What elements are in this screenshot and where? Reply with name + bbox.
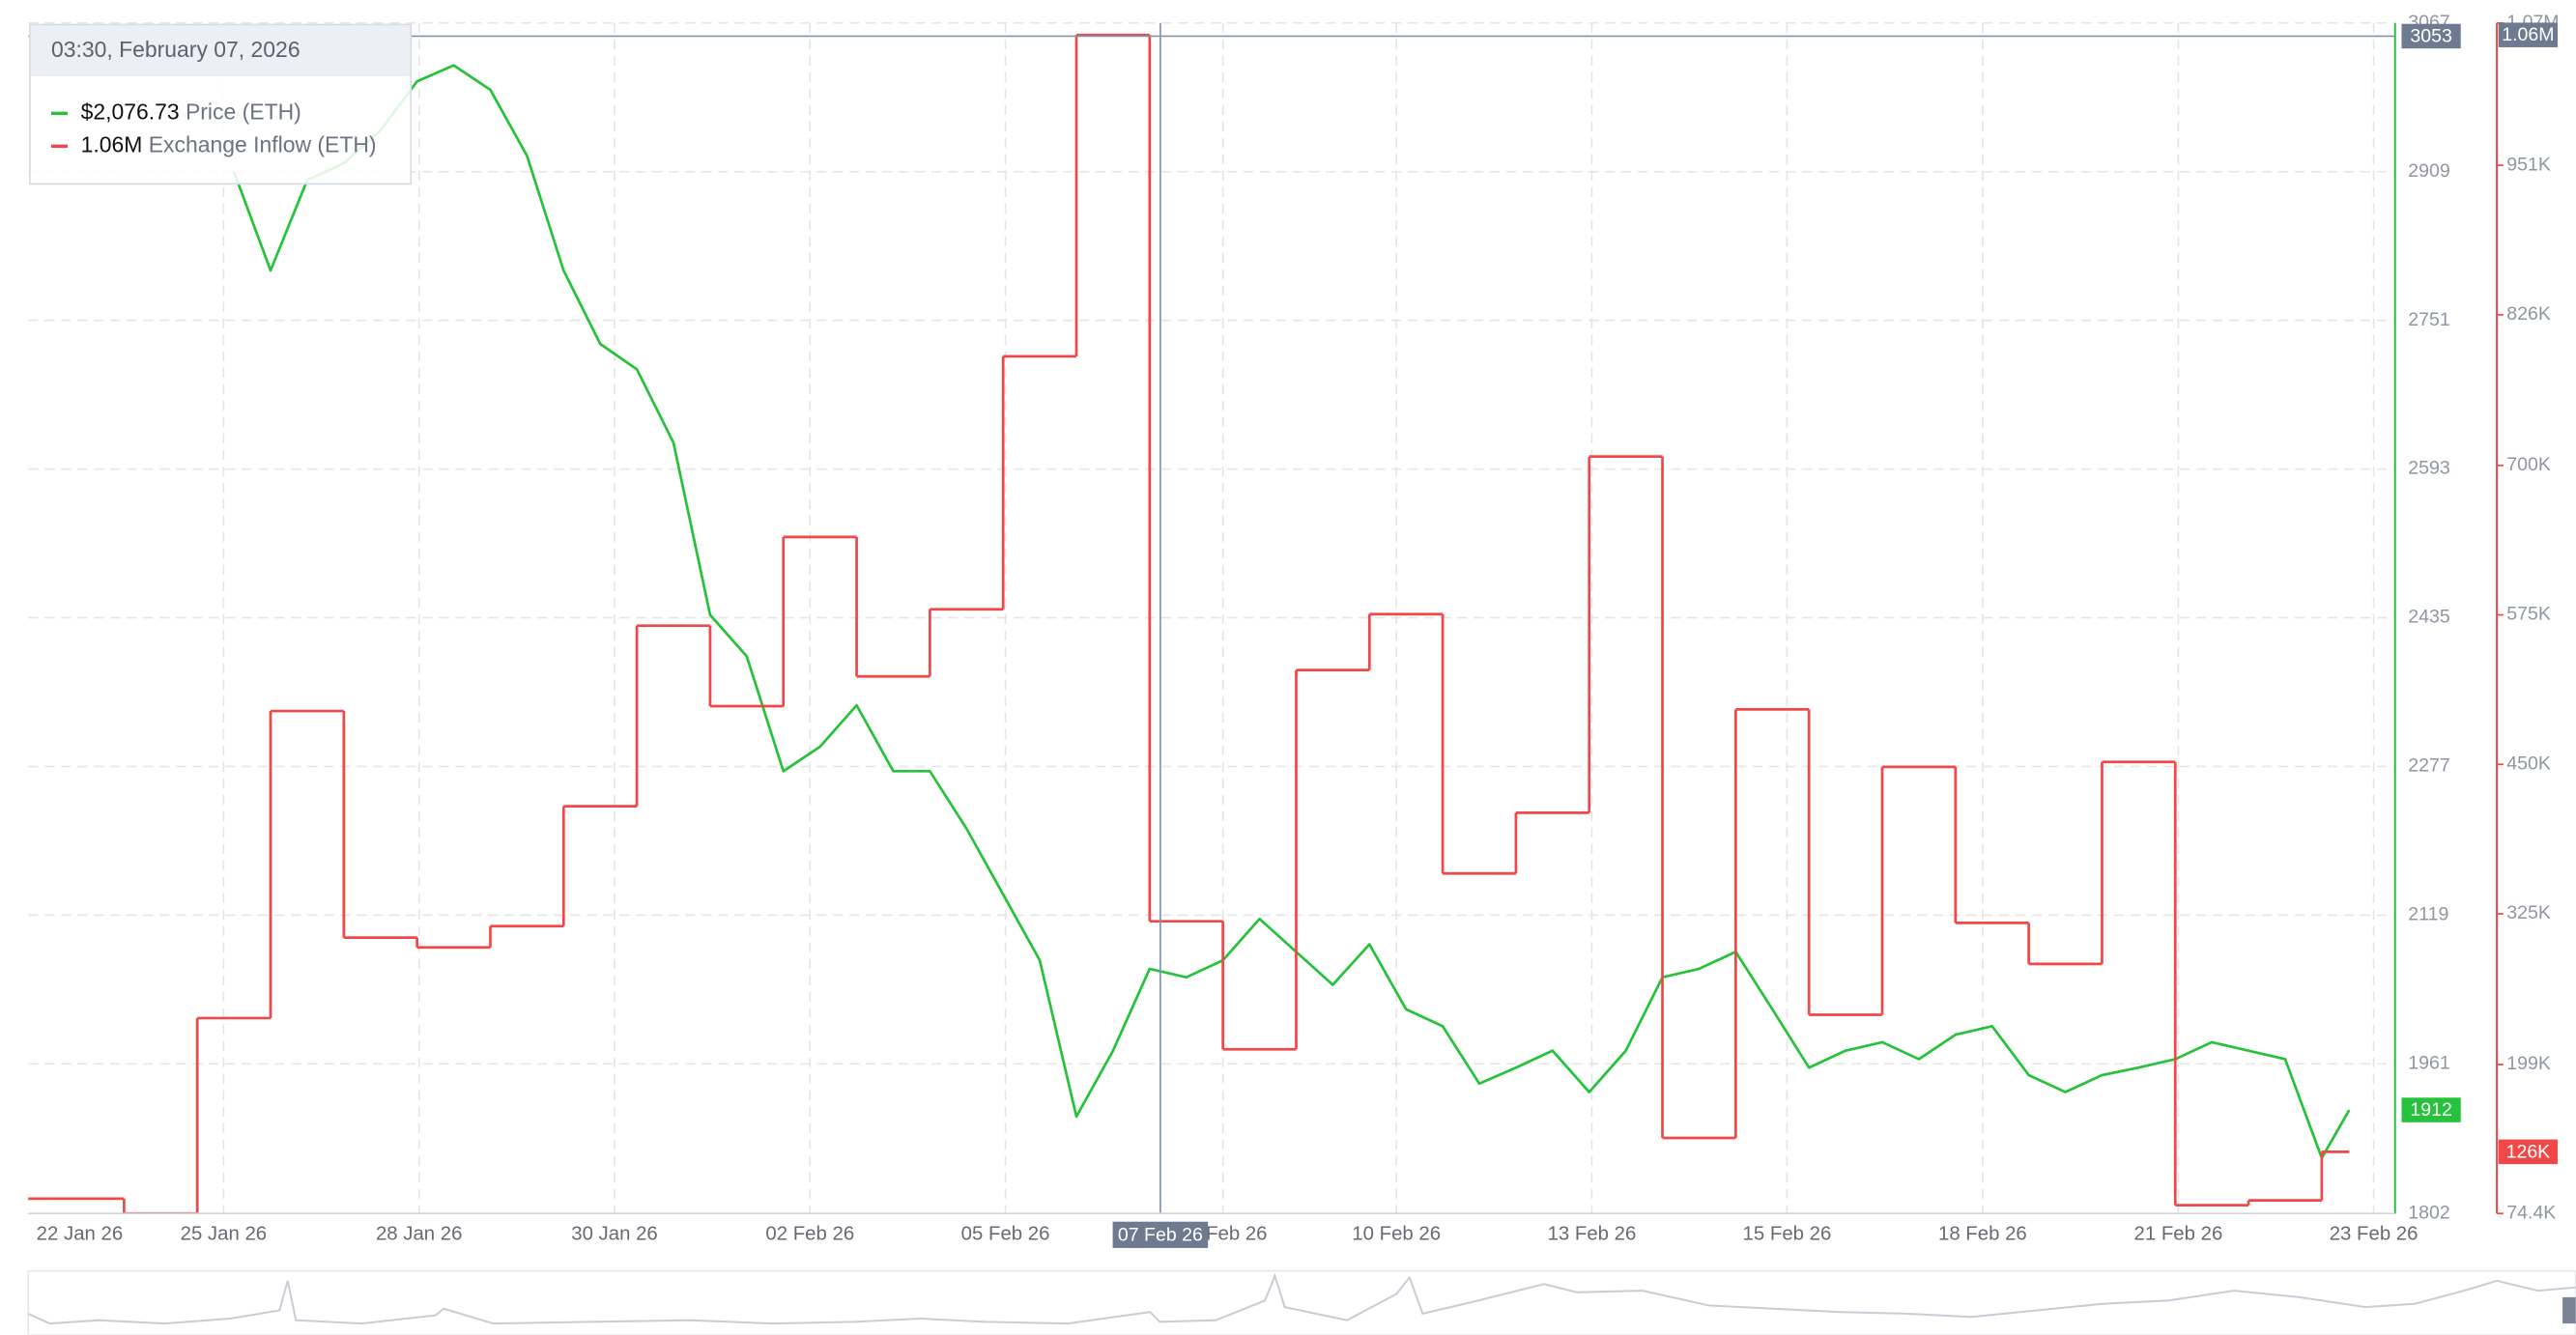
tooltip-value: 1.06M	[81, 131, 143, 156]
y2-tick-label: 951K	[2506, 154, 2551, 175]
y-tick-label: 1961	[2408, 1052, 2449, 1073]
crosshair-x-label: 07 Feb 26	[1118, 1224, 1203, 1245]
price-line	[232, 64, 2351, 1160]
x-tick-label: 25 Jan 26	[181, 1224, 268, 1245]
navigator[interactable]	[27, 1269, 2576, 1335]
last-inflow-badge: 126K	[2506, 1141, 2551, 1162]
tooltip-series-name: Exchange Inflow (ETH)	[149, 131, 377, 156]
navigator-handle[interactable]	[2562, 1296, 2576, 1324]
x-tick-label: 13 Feb 26	[1548, 1224, 1637, 1245]
grid	[28, 21, 2395, 1215]
navigator-frame[interactable]	[27, 1269, 2576, 1335]
axes: 22 Jan 26 25 Jan 26 28 Jan 26 30 Jan 26 02 F…	[28, 12, 2560, 1245]
crosshair-y-badge: 3053	[2410, 25, 2451, 46]
tooltip-row: 1.06M Exchange Inflow (ETH)	[81, 131, 377, 156]
y-tick-label: 2435	[2408, 607, 2450, 628]
y2-tick-label: 700K	[2506, 454, 2551, 475]
plot-area	[28, 22, 2351, 1214]
tooltip: 03:30, February 07, 2026 $2,076.73 Price…	[29, 23, 413, 185]
tooltip-value: $2,076.73	[81, 99, 180, 124]
y2-tick-label: 325K	[2506, 902, 2551, 923]
crosshair-y2-badge: 1.06M	[2502, 24, 2554, 45]
tooltip-row: $2,076.73 Price (ETH)	[81, 99, 301, 124]
x-tick-label: 28 Jan 26	[376, 1224, 463, 1245]
y-tick-label: 1802	[2408, 1202, 2449, 1223]
tooltip-header	[30, 25, 411, 77]
last-price-badge-bg	[2401, 1097, 2461, 1122]
x-tick-label: 10 Feb 26	[1352, 1224, 1441, 1245]
y2-tick-label: 74.4K	[2506, 1202, 2556, 1223]
last-inflow-badge-bg	[2498, 1139, 2559, 1165]
y2-tick-label: 199K	[2506, 1053, 2551, 1074]
tooltip-title: 03:30, February 07, 2026	[51, 37, 301, 62]
x-tick-label: 18 Feb 26	[1938, 1224, 2027, 1245]
x-tick-label: 02 Feb 26	[765, 1224, 854, 1245]
badges: 07 Feb 26 3053 1.06M 1912 126K	[1112, 22, 2559, 1248]
last-price-badge: 1912	[2410, 1099, 2451, 1121]
x-tick-label: 21 Feb 26	[2134, 1224, 2223, 1245]
y2-tick-label: 450K	[2506, 753, 2551, 774]
x-tick-label: 30 Jan 26	[571, 1224, 658, 1245]
y-tick-label: 2593	[2408, 458, 2449, 479]
x-tick-label: 22 Jan 26	[37, 1224, 124, 1245]
crosshair-x-badge	[1112, 1221, 1209, 1248]
y-tick-label: 2277	[2408, 755, 2449, 777]
y-tick-label: 2751	[2408, 309, 2449, 330]
y-tick-label: 2909	[2408, 160, 2449, 182]
tooltip-series-name: Price (ETH)	[186, 99, 301, 124]
crosshair-y2-badge-bg	[2498, 22, 2559, 47]
y2-tick-label: 575K	[2506, 604, 2551, 625]
x-tick-label: 15 Feb 26	[1743, 1224, 1832, 1245]
x-tick-label: 05 Feb 26	[961, 1224, 1050, 1245]
y2-tick-label: 826K	[2506, 303, 2551, 325]
y-tick-label: 2119	[2408, 904, 2448, 925]
x-tick-label: 23 Feb 26	[2330, 1224, 2419, 1245]
crosshair-y-badge-bg	[2401, 23, 2461, 49]
navigator-line	[27, 1272, 2576, 1325]
